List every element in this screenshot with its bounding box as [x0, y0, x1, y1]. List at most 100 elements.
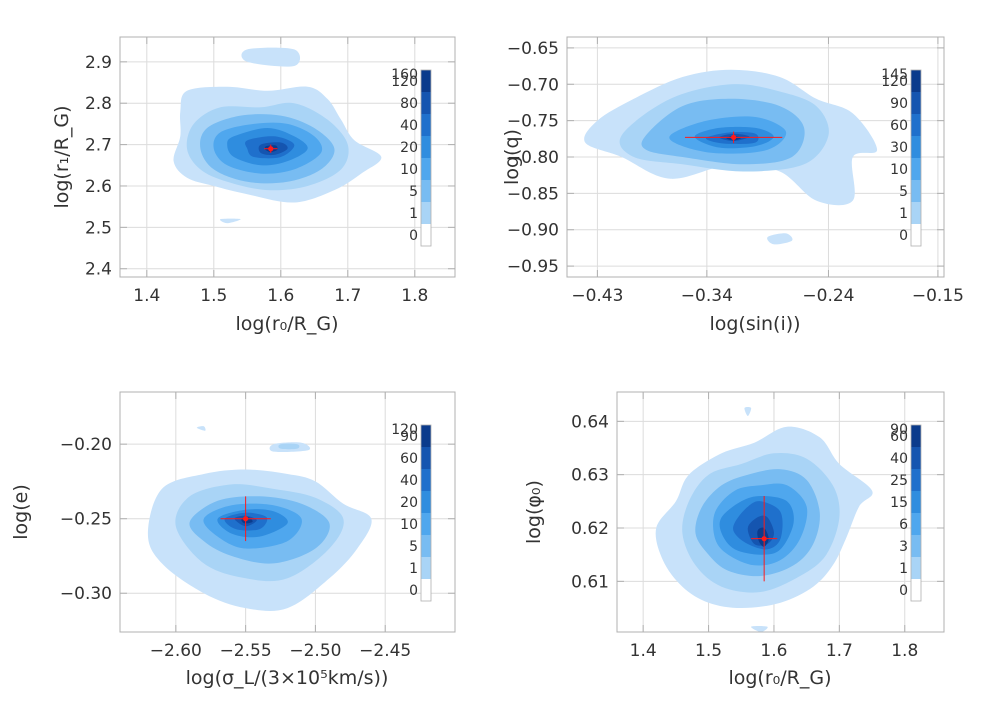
y-tick-label: 2.5: [85, 218, 112, 238]
colorbar-segment: [911, 491, 921, 513]
x-tick-label: 1.4: [133, 286, 160, 306]
y-tick-label: 2.8: [85, 94, 112, 114]
panel-1: 1.4 1.5 1.6 1.7 1.8 2.4 2.5 2.6 2.7 2.8 2.9 log(r₀/…: [51, 36, 456, 335]
colorbar-segment: [911, 180, 921, 202]
colorbar-label: 0: [409, 228, 418, 244]
colorbar-frame: [910, 424, 922, 602]
plot-frame: [119, 36, 456, 278]
colorbar-segment: [421, 114, 431, 136]
best-fit-marker: [220, 496, 271, 542]
x-axis-label: log(r₀/R_G): [235, 313, 338, 335]
colorbar-segment: [911, 114, 921, 136]
colorbar-label: 5: [409, 184, 418, 200]
colorbar-segment: [421, 92, 431, 114]
colorbar-label: 10: [400, 517, 418, 533]
x-tick-label: −2.45: [359, 641, 411, 661]
y-axis-label: log(q): [501, 129, 523, 185]
x-tick-label: 1.4: [630, 641, 657, 661]
y-tick-label: −0.70: [507, 75, 559, 95]
colorbar-label: 60: [890, 118, 908, 134]
y-tick-label: −0.30: [60, 584, 112, 604]
contour-island-level-1: [241, 47, 301, 67]
colorbar-segment: [421, 158, 431, 180]
colorbar-label: 1: [409, 561, 418, 577]
colorbar-label: 90: [890, 422, 908, 438]
y-tick-label: 0.62: [571, 519, 609, 539]
y-tick-label: −0.80: [507, 148, 559, 168]
colorbar-label: 3: [899, 539, 908, 555]
y-axis-label: log(r₁/R_G): [51, 105, 73, 208]
colorbar-label: 10: [890, 162, 908, 178]
colorbar-label: 20: [400, 140, 418, 156]
best-fit-point: [243, 516, 249, 522]
panel-2: −0.43 −0.34 −0.24 −0.15 −0.95 −0.90 −0.85 −0.80…: [501, 36, 964, 335]
contours: [584, 69, 878, 245]
x-tick-label: 1.7: [826, 641, 853, 661]
contour-island-level-1: [750, 626, 768, 632]
colorbar-label: 5: [409, 539, 418, 555]
axis-ticks: −0.43 −0.34 −0.24 −0.15 −0.95 −0.90 −0.85 −0.80…: [507, 37, 964, 306]
x-tick-label: 1.5: [695, 641, 722, 661]
colorbar-segment: [911, 136, 921, 158]
colorbar-segment: [911, 469, 921, 491]
colorbar-frame: [910, 69, 922, 247]
contour-island-level-1: [219, 218, 241, 224]
colorbar-label: 90: [890, 96, 908, 112]
colorbar-segment: [421, 136, 431, 158]
colorbar-segment: [911, 158, 921, 180]
colorbar-segment: [421, 579, 431, 601]
colorbar-segment: [421, 180, 431, 202]
colorbar-segment: [911, 202, 921, 224]
colorbar-segment: [421, 535, 431, 557]
colorbar-label: 40: [400, 118, 418, 134]
x-tick-label: −2.50: [289, 641, 341, 661]
y-tick-label: 0.61: [571, 572, 609, 592]
colorbar-label: 20: [400, 495, 418, 511]
y-tick-label: 2.6: [85, 177, 112, 197]
y-tick-label: 2.7: [85, 136, 112, 156]
y-tick-label: 2.4: [85, 260, 112, 280]
x-axis-label: log(sin(i)): [709, 313, 800, 335]
colorbar-segment: [911, 92, 921, 114]
colorbar-label: 0: [899, 583, 908, 599]
colorbar-segment: [421, 224, 431, 246]
colorbar-label: 120: [391, 422, 418, 438]
y-axis-label: log(φ₀): [523, 480, 545, 544]
x-tick-label: −0.43: [571, 286, 623, 306]
best-fit-marker: [264, 144, 278, 153]
colorbar-label: 6: [899, 517, 908, 533]
x-tick-label: 1.8: [401, 286, 428, 306]
colorbar-segment: [911, 579, 921, 601]
colorbar-segment: [911, 535, 921, 557]
colorbar-segment: [911, 513, 921, 535]
x-tick-label: 1.5: [200, 286, 227, 306]
colorbar-label: 40: [400, 473, 418, 489]
contour-island-level-1: [744, 407, 752, 416]
y-tick-label: −0.75: [507, 112, 559, 132]
best-fit-point: [268, 146, 274, 152]
panel-4: 1.4 1.5 1.6 1.7 1.8 0.61 0.62 0.63 0.64 log(r₀/R_…: [523, 391, 945, 689]
x-tick-label: −0.15: [912, 286, 964, 306]
y-tick-label: 2.9: [85, 53, 112, 73]
colorbar-frame: [420, 69, 432, 247]
colorbar-segment: [911, 557, 921, 579]
x-tick-label: 1.6: [267, 286, 294, 306]
y-tick-label: 0.63: [571, 466, 609, 486]
x-tick-label: −0.24: [802, 286, 854, 306]
contour-island-level-1: [767, 233, 793, 245]
colorbar-frame: [420, 424, 432, 602]
plot-frame: [119, 391, 456, 633]
colorbar-label: 120: [391, 74, 418, 90]
x-tick-label: −0.34: [681, 286, 733, 306]
y-tick-label: 0.64: [571, 412, 609, 432]
y-axis-label: log(e): [10, 484, 32, 539]
x-tick-label: −2.60: [150, 641, 202, 661]
colorbar-label: 0: [899, 228, 908, 244]
x-tick-label: 1.7: [334, 286, 361, 306]
colorbar-label: 160: [391, 67, 418, 83]
colorbar-label: 1: [409, 206, 418, 222]
